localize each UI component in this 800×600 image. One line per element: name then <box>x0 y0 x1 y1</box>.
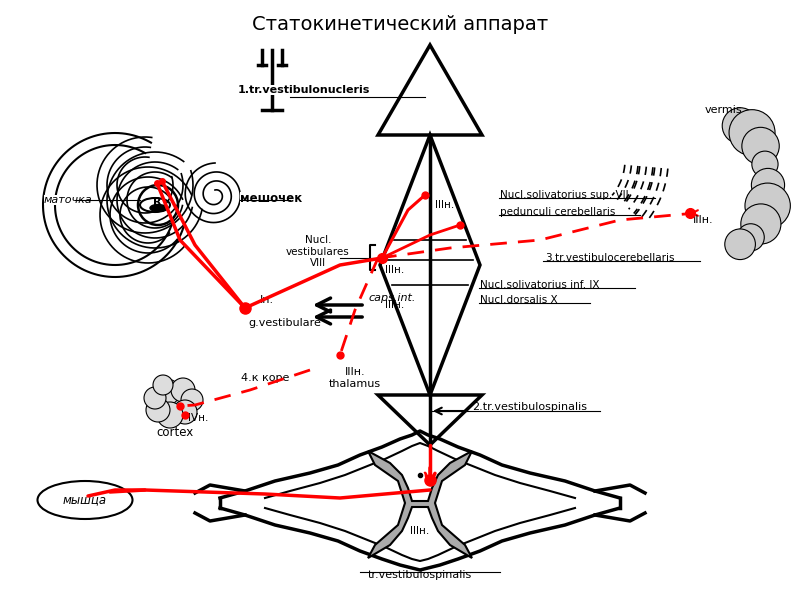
Text: Статокинетический аппарат: Статокинетический аппарат <box>252 15 548 34</box>
Text: 1.tr.vestibulonucleris: 1.tr.vestibulonucleris <box>238 85 370 95</box>
Text: Nucl.dorsalis X: Nucl.dorsalis X <box>480 295 558 305</box>
Text: IIIн.
thalamus: IIIн. thalamus <box>329 367 381 389</box>
Circle shape <box>729 110 775 155</box>
Text: vermis: vermis <box>704 105 742 115</box>
Circle shape <box>745 183 790 229</box>
Circle shape <box>154 379 180 405</box>
Polygon shape <box>368 451 472 558</box>
Text: Nucl.solivatorius inf. IX: Nucl.solivatorius inf. IX <box>480 280 599 290</box>
Circle shape <box>725 229 755 260</box>
Text: 4.к коре: 4.к коре <box>241 373 289 383</box>
Text: мышца: мышца <box>63 493 107 506</box>
Ellipse shape <box>150 205 166 211</box>
Text: IVн.: IVн. <box>188 413 208 423</box>
Circle shape <box>181 389 203 411</box>
Text: cortex: cortex <box>156 425 194 439</box>
Text: мешочек: мешочек <box>240 191 302 205</box>
Circle shape <box>737 224 764 251</box>
Text: Nucl.
vestibulares
VIII: Nucl. vestibulares VIII <box>286 235 350 268</box>
Circle shape <box>173 400 197 424</box>
Text: caps.int.: caps.int. <box>368 293 415 303</box>
Text: 3.tr.vestibulocerebellaris: 3.tr.vestibulocerebellaris <box>545 253 674 263</box>
Circle shape <box>741 204 781 244</box>
Text: IIIн.: IIIн. <box>385 300 404 310</box>
Text: Iн.: Iн. <box>260 295 274 305</box>
Circle shape <box>171 378 195 402</box>
Text: маточка: маточка <box>44 195 92 205</box>
Circle shape <box>742 127 779 165</box>
Circle shape <box>752 151 778 178</box>
Text: pedunculi cerebellaris: pedunculi cerebellaris <box>500 207 615 217</box>
Text: tr.vestibulospinalis: tr.vestibulospinalis <box>368 570 472 580</box>
Circle shape <box>722 108 758 144</box>
Text: 2.tr.vestibulospinalis: 2.tr.vestibulospinalis <box>472 402 587 412</box>
Text: Nucl.solivatorius sup. VII: Nucl.solivatorius sup. VII <box>500 190 629 200</box>
Text: IIIн.: IIIн. <box>410 526 430 536</box>
Circle shape <box>157 402 183 428</box>
Text: IIIн.: IIIн. <box>693 215 714 225</box>
Circle shape <box>153 375 173 395</box>
Circle shape <box>144 387 166 409</box>
Text: IIIн.: IIIн. <box>435 200 454 210</box>
Text: g.vestibulare: g.vestibulare <box>248 318 321 328</box>
Text: IIIн.: IIIн. <box>385 265 404 275</box>
Circle shape <box>751 169 785 202</box>
Circle shape <box>146 398 170 422</box>
Text: R: R <box>153 197 162 207</box>
